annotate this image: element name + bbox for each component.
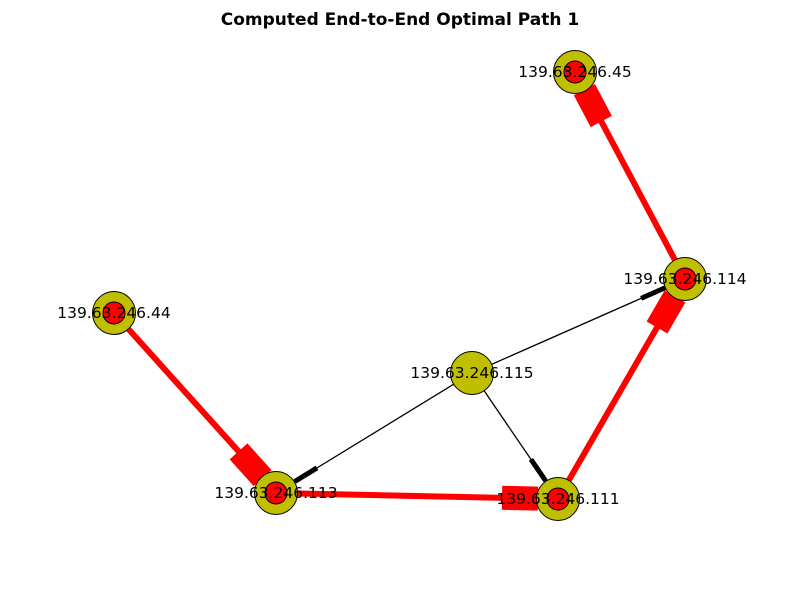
- edge-arrowhead: [573, 84, 612, 128]
- node-n115[interactable]: [450, 351, 494, 395]
- node-label: 139.63.246.115: [410, 364, 533, 382]
- edge-n44-n113: [111, 310, 279, 496]
- edge-n114-n45: [572, 70, 688, 281]
- edge-n115-n113: [275, 372, 473, 494]
- node-n113[interactable]: [254, 471, 298, 515]
- edge-n113-n111: [275, 485, 559, 511]
- edge-n115-n111: [471, 372, 559, 500]
- node-label: 139.63.246.45: [518, 63, 631, 81]
- node-inner-circle: [264, 481, 288, 505]
- nodes-layer: [92, 50, 707, 521]
- node-label: 139.63.246.113: [214, 484, 337, 502]
- edge-arrowhead: [640, 285, 666, 301]
- node-n114[interactable]: [663, 257, 707, 301]
- node-label: 139.63.246.114: [623, 270, 746, 288]
- edge-arrowhead: [646, 290, 686, 334]
- edge-arrowhead: [501, 485, 539, 511]
- diagram-title: Computed End-to-End Optimal Path 1: [220, 10, 580, 30]
- node-inner-circle: [546, 487, 570, 511]
- edge-n111-n114: [555, 277, 688, 501]
- node-outer-circle: [450, 351, 494, 395]
- edge-arrowhead: [528, 457, 548, 483]
- node-inner-circle: [673, 267, 697, 291]
- labels-layer: 139.63.246.45 139.63.246.114 139.63.246.44…: [57, 63, 746, 508]
- node-label: 139.63.246.111: [496, 490, 619, 508]
- node-n111[interactable]: [536, 477, 580, 521]
- node-inner-circle: [563, 60, 587, 84]
- edge-arrowhead: [229, 443, 272, 487]
- edge-arrowhead: [293, 465, 319, 484]
- node-label: 139.63.246.44: [57, 304, 170, 322]
- node-n44[interactable]: [92, 291, 136, 335]
- node-inner-circle: [102, 301, 126, 325]
- node-n45[interactable]: [553, 50, 597, 94]
- edges-layer: [111, 70, 688, 511]
- edge-n115-n114: [471, 278, 686, 374]
